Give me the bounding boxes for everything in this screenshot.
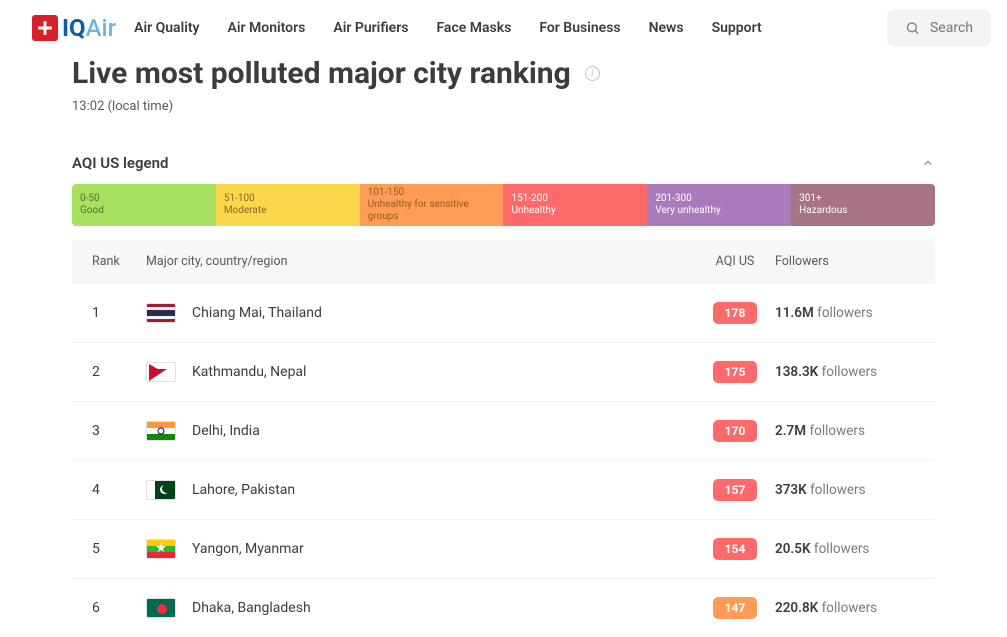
page-title: Live most polluted major city ranking i — [72, 56, 935, 91]
aqi-badge: 154 — [713, 538, 757, 560]
aqi-cell: 147 — [695, 597, 775, 619]
legend-title: AQI US legend — [72, 154, 168, 172]
city-cell: Lahore, Pakistan — [146, 480, 695, 500]
legend-segment: 101-150Unhealthy for sensitive groups — [360, 184, 504, 226]
nav-item-news[interactable]: News — [649, 20, 684, 36]
legend-segment: 301+Hazardous — [791, 184, 935, 226]
followers-cell: 20.5K followers — [775, 541, 915, 557]
col-rank: Rank — [92, 254, 146, 269]
rank-cell: 1 — [92, 305, 146, 321]
logo-text: IQAir — [62, 14, 116, 42]
legend-segment: 0-50Good — [72, 184, 216, 226]
main-nav: Air Quality Air Monitors Air Purifiers Face… — [134, 20, 762, 36]
chevron-up-icon — [921, 156, 935, 170]
followers-cell: 2.7M followers — [775, 423, 915, 439]
ranking-table: Rank Major city, country/region AQI US F… — [72, 240, 935, 637]
rank-cell: 3 — [92, 423, 146, 439]
aqi-cell: 175 — [695, 361, 775, 383]
nav-item-for-business[interactable]: For Business — [539, 20, 620, 36]
city-cell: Delhi, India — [146, 421, 695, 441]
rank-cell: 4 — [92, 482, 146, 498]
flag-icon — [146, 598, 176, 618]
aqi-cell: 170 — [695, 420, 775, 442]
col-aqi: AQI US — [695, 254, 775, 269]
followers-cell: 138.3K followers — [775, 364, 915, 380]
city-name: Dhaka, Bangladesh — [192, 600, 311, 616]
table-row[interactable]: 1 Chiang Mai, Thailand 178 11.6M followers — [72, 283, 935, 342]
city-cell: Yangon, Myanmar — [146, 539, 695, 559]
followers-cell: 220.8K followers — [775, 600, 915, 616]
nav-item-support[interactable]: Support — [712, 20, 762, 36]
aqi-badge: 147 — [713, 597, 757, 619]
flag-icon — [146, 480, 176, 500]
city-name: Kathmandu, Nepal — [192, 364, 306, 380]
flag-icon — [146, 421, 176, 441]
city-cell: Chiang Mai, Thailand — [146, 303, 695, 323]
aqi-badge: 157 — [713, 479, 757, 501]
legend-segment: 201-300Very unhealthy — [647, 184, 791, 226]
aqi-badge: 175 — [713, 361, 757, 383]
table-header: Rank Major city, country/region AQI US F… — [72, 240, 935, 283]
city-name: Yangon, Myanmar — [192, 541, 304, 557]
followers-cell: 11.6M followers — [775, 305, 915, 321]
flag-icon — [146, 362, 176, 382]
top-nav: IQAir Air Quality Air Monitors Air Purifie… — [0, 0, 1007, 56]
table-row[interactable]: 4 Lahore, Pakistan 157 373K followers — [72, 460, 935, 519]
rank-cell: 2 — [92, 364, 146, 380]
table-row[interactable]: 3 Delhi, India 170 2.7M followers — [72, 401, 935, 460]
legend-segment: 51-100Moderate — [216, 184, 360, 226]
table-row[interactable]: 2 Kathmandu, Nepal 175 138.3K followers — [72, 342, 935, 401]
city-name: Lahore, Pakistan — [192, 482, 295, 498]
search-input[interactable]: Search — [887, 10, 991, 46]
table-row[interactable]: 5 Yangon, Myanmar 154 20.5K followers — [72, 519, 935, 578]
legend-header[interactable]: AQI US legend — [72, 154, 935, 172]
nav-item-air-quality[interactable]: Air Quality — [134, 20, 199, 36]
col-followers: Followers — [775, 254, 915, 269]
timestamp: 13:02 (local time) — [72, 99, 935, 114]
aqi-badge: 178 — [713, 302, 757, 324]
col-city: Major city, country/region — [146, 254, 695, 269]
search-icon — [905, 20, 920, 36]
flag-icon — [146, 539, 176, 559]
city-name: Chiang Mai, Thailand — [192, 305, 322, 321]
aqi-badge: 170 — [713, 420, 757, 442]
rank-cell: 5 — [92, 541, 146, 557]
nav-item-air-purifiers[interactable]: Air Purifiers — [333, 20, 408, 36]
city-cell: Dhaka, Bangladesh — [146, 598, 695, 618]
nav-item-face-masks[interactable]: Face Masks — [436, 20, 511, 36]
legend-segment: 151-200Unhealthy — [503, 184, 647, 226]
aqi-cell: 157 — [695, 479, 775, 501]
aqi-cell: 154 — [695, 538, 775, 560]
logo[interactable]: IQAir — [32, 14, 116, 42]
aqi-cell: 178 — [695, 302, 775, 324]
city-name: Delhi, India — [192, 423, 260, 439]
rank-cell: 6 — [92, 600, 146, 616]
flag-icon — [146, 303, 176, 323]
nav-item-air-monitors[interactable]: Air Monitors — [228, 20, 306, 36]
followers-cell: 373K followers — [775, 482, 915, 498]
table-row[interactable]: 6 Dhaka, Bangladesh 147 220.8K followers — [72, 578, 935, 637]
city-cell: Kathmandu, Nepal — [146, 362, 695, 382]
search-placeholder: Search — [930, 20, 973, 36]
info-icon[interactable]: i — [585, 66, 600, 81]
logo-mark-icon — [32, 15, 58, 41]
legend-bar: 0-50Good51-100Moderate101-150Unhealthy f… — [72, 184, 935, 226]
